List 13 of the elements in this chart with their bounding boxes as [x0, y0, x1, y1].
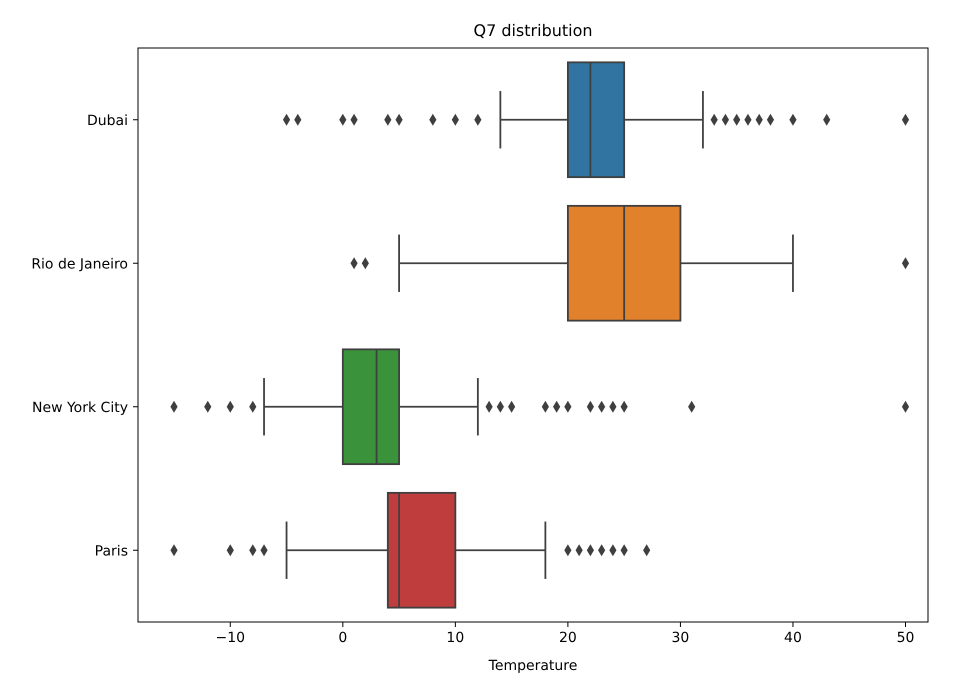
y-tick-label: Dubai — [86, 112, 128, 129]
chart-title: Q7 distribution — [473, 21, 593, 40]
y-tick-label: New York City — [32, 400, 128, 416]
x-tick-label: 20 — [558, 630, 577, 646]
y-tick-label: Rio de Janeiro — [31, 256, 128, 272]
x-tick-label: 30 — [672, 630, 690, 646]
x-tick-label: 50 — [896, 630, 914, 646]
x-tick-label: 40 — [784, 630, 802, 646]
x-tick-label: 0 — [338, 630, 348, 646]
y-tick-label: Paris — [94, 543, 128, 560]
x-axis-title: Temperature — [488, 658, 578, 674]
x-tick-label: −10 — [216, 630, 246, 646]
x-tick-label: 10 — [446, 630, 464, 646]
